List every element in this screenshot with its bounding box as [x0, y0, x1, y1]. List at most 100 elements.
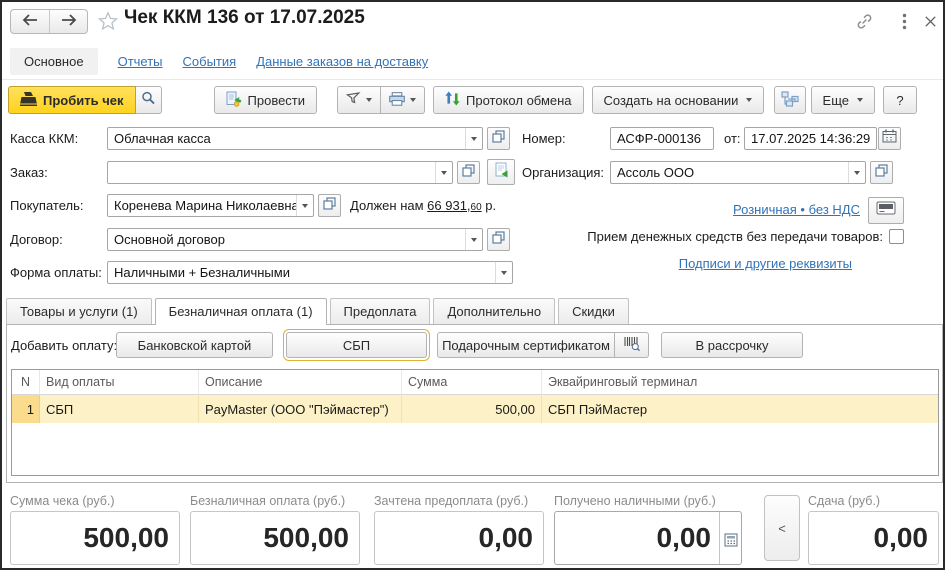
- create-based-on-label: Создать на основании: [603, 92, 739, 108]
- debt-prefix: Должен нам: [350, 198, 424, 213]
- cell-description[interactable]: PayMaster (ООО "Пэймастер"): [199, 395, 402, 423]
- back-button[interactable]: [11, 10, 49, 33]
- kassa-label: Касса ККМ:: [10, 131, 79, 146]
- gift-certificate-scan-button[interactable]: [615, 332, 649, 358]
- kassa-value: Облачная касса: [114, 131, 211, 146]
- pay-bank-card-button[interactable]: Банковской картой: [116, 332, 273, 358]
- debt-amount: 66 931,: [427, 198, 471, 213]
- debt-amount-link[interactable]: 66 931,60: [427, 198, 482, 213]
- collapse-totals-button[interactable]: <: [764, 495, 800, 561]
- magnifier-icon: [141, 91, 156, 109]
- payment-terminal-button[interactable]: [868, 197, 904, 224]
- contract-dropdown-button[interactable]: [465, 229, 482, 250]
- more-button[interactable]: Еще: [810, 86, 875, 114]
- help-button[interactable]: ?: [883, 86, 917, 114]
- punch-receipt-preview-button[interactable]: [135, 86, 162, 114]
- nav-link-events[interactable]: События: [182, 54, 237, 69]
- date-field[interactable]: 17.07.2025 14:36:29: [744, 127, 877, 150]
- customer-open-button[interactable]: [318, 194, 341, 217]
- payment-form-field[interactable]: Наличными + Безналичными: [107, 261, 513, 284]
- chevron-down-icon: [746, 98, 753, 102]
- payment-form-dropdown-button[interactable]: [495, 262, 512, 283]
- pay-sbp-button[interactable]: СБП: [283, 329, 430, 361]
- open-form-icon: [323, 196, 336, 215]
- forward-arrow-icon: [61, 13, 77, 31]
- cash-received-input[interactable]: 0,00: [554, 511, 742, 565]
- no-goods-checkbox-label: Прием денежных средств без передачи това…: [587, 229, 883, 244]
- organization-open-button[interactable]: [870, 161, 893, 184]
- contract-label: Договор:: [10, 232, 63, 247]
- customer-field[interactable]: Коренева Марина Николаевна: [107, 194, 314, 217]
- tab-goods-services[interactable]: Товары и услуги (1): [6, 298, 152, 324]
- organization-value: Ассоль ООО: [617, 165, 695, 180]
- tab-prepayment[interactable]: Предоплата: [329, 298, 431, 324]
- contract-field[interactable]: Основной договор: [107, 228, 483, 251]
- document-import-icon: [493, 162, 509, 183]
- open-form-icon: [492, 129, 505, 148]
- col-header-type: Вид оплаты: [40, 370, 199, 395]
- signatures-link[interactable]: Подписи и другие реквизиты: [678, 256, 852, 271]
- tab-additional[interactable]: Дополнительно: [433, 298, 556, 324]
- tab-cashless-payment[interactable]: Безналичная оплата (1): [154, 298, 327, 325]
- punch-receipt-button[interactable]: Пробить чек: [8, 86, 136, 114]
- chevron-down-icon: [471, 237, 477, 242]
- copy-link-icon[interactable]: [854, 11, 874, 31]
- tab-discounts[interactable]: Скидки: [558, 298, 629, 324]
- number-label: Номер:: [522, 131, 566, 146]
- form-nav-row: Основное Отчеты События Данные заказов н…: [2, 44, 943, 80]
- post-button[interactable]: Провести: [213, 86, 318, 114]
- order-open-button[interactable]: [457, 161, 480, 184]
- document-structure-button[interactable]: [774, 86, 807, 114]
- number-field[interactable]: АСФР-000136: [610, 127, 714, 150]
- kassa-dropdown-button[interactable]: [465, 128, 482, 149]
- total-cashless: Безналичная оплата (руб.) 500,00: [190, 494, 360, 565]
- organization-field[interactable]: Ассоль ООО: [610, 161, 866, 184]
- organization-dropdown-button[interactable]: [848, 162, 865, 183]
- payments-table-header: N Вид оплаты Описание Сумма Эквайринговы…: [12, 370, 938, 395]
- calculator-button[interactable]: [719, 512, 741, 564]
- payment-form-label: Форма оплаты:: [10, 265, 102, 280]
- calculator-icon: [724, 522, 738, 554]
- cashless-payment-panel: Добавить оплату: Банковской картой СБП П…: [6, 324, 943, 483]
- order-label: Заказ:: [10, 165, 48, 180]
- number-value: АСФР-000136: [617, 131, 702, 146]
- filter-split-button[interactable]: [337, 86, 382, 114]
- customer-dropdown-button[interactable]: [296, 195, 313, 216]
- forward-button[interactable]: [49, 10, 87, 33]
- date-calendar-button[interactable]: [878, 127, 901, 150]
- nav-item-main[interactable]: Основное: [10, 48, 98, 75]
- contract-open-button[interactable]: [487, 228, 510, 251]
- favorite-star-icon[interactable]: [96, 9, 119, 32]
- fill-from-order-button[interactable]: [487, 159, 515, 185]
- print-split-button[interactable]: [381, 86, 426, 114]
- total-prepayment-label: Зачтена предоплата (руб.): [374, 494, 529, 508]
- more-menu-dots-icon[interactable]: [894, 11, 914, 31]
- pay-installments-button[interactable]: В рассрочку: [661, 332, 803, 358]
- cell-terminal[interactable]: СБП ПэйМастер: [542, 395, 938, 423]
- open-form-icon: [462, 163, 475, 182]
- pay-gift-certificate-button[interactable]: Подарочным сертификатом: [437, 332, 615, 358]
- close-icon[interactable]: [920, 11, 940, 31]
- cell-payment-type[interactable]: СБП: [40, 395, 199, 423]
- cell-row-number: 1: [12, 395, 40, 423]
- chevron-down-icon: [441, 170, 447, 175]
- price-type-link[interactable]: Розничная • без НДС: [733, 202, 860, 217]
- kassa-open-button[interactable]: [487, 127, 510, 150]
- chevron-down-icon: [471, 136, 477, 141]
- order-dropdown-button[interactable]: [435, 162, 452, 183]
- kassa-field[interactable]: Облачная касса: [107, 127, 483, 150]
- table-row[interactable]: 1 СБП PayMaster (ООО "Пэймастер") 500,00…: [12, 395, 938, 423]
- create-based-on-button[interactable]: Создать на основании: [591, 86, 765, 114]
- total-change: Сдача (руб.) 0,00: [808, 494, 939, 565]
- cell-sum[interactable]: 500,00: [402, 395, 542, 423]
- col-header-desc: Описание: [199, 370, 402, 395]
- exchange-protocol-button[interactable]: Протокол обмена: [433, 86, 584, 114]
- nav-link-reports[interactable]: Отчеты: [117, 54, 163, 69]
- total-receipt-sum-value: 500,00: [10, 511, 180, 565]
- no-goods-checkbox[interactable]: [889, 229, 904, 244]
- order-field[interactable]: [107, 161, 453, 184]
- customer-value: Коренева Марина Николаевна: [114, 198, 296, 213]
- nav-link-delivery-orders[interactable]: Данные заказов на доставку: [256, 54, 429, 69]
- total-receipt-sum: Сумма чека (руб.) 500,00: [10, 494, 180, 565]
